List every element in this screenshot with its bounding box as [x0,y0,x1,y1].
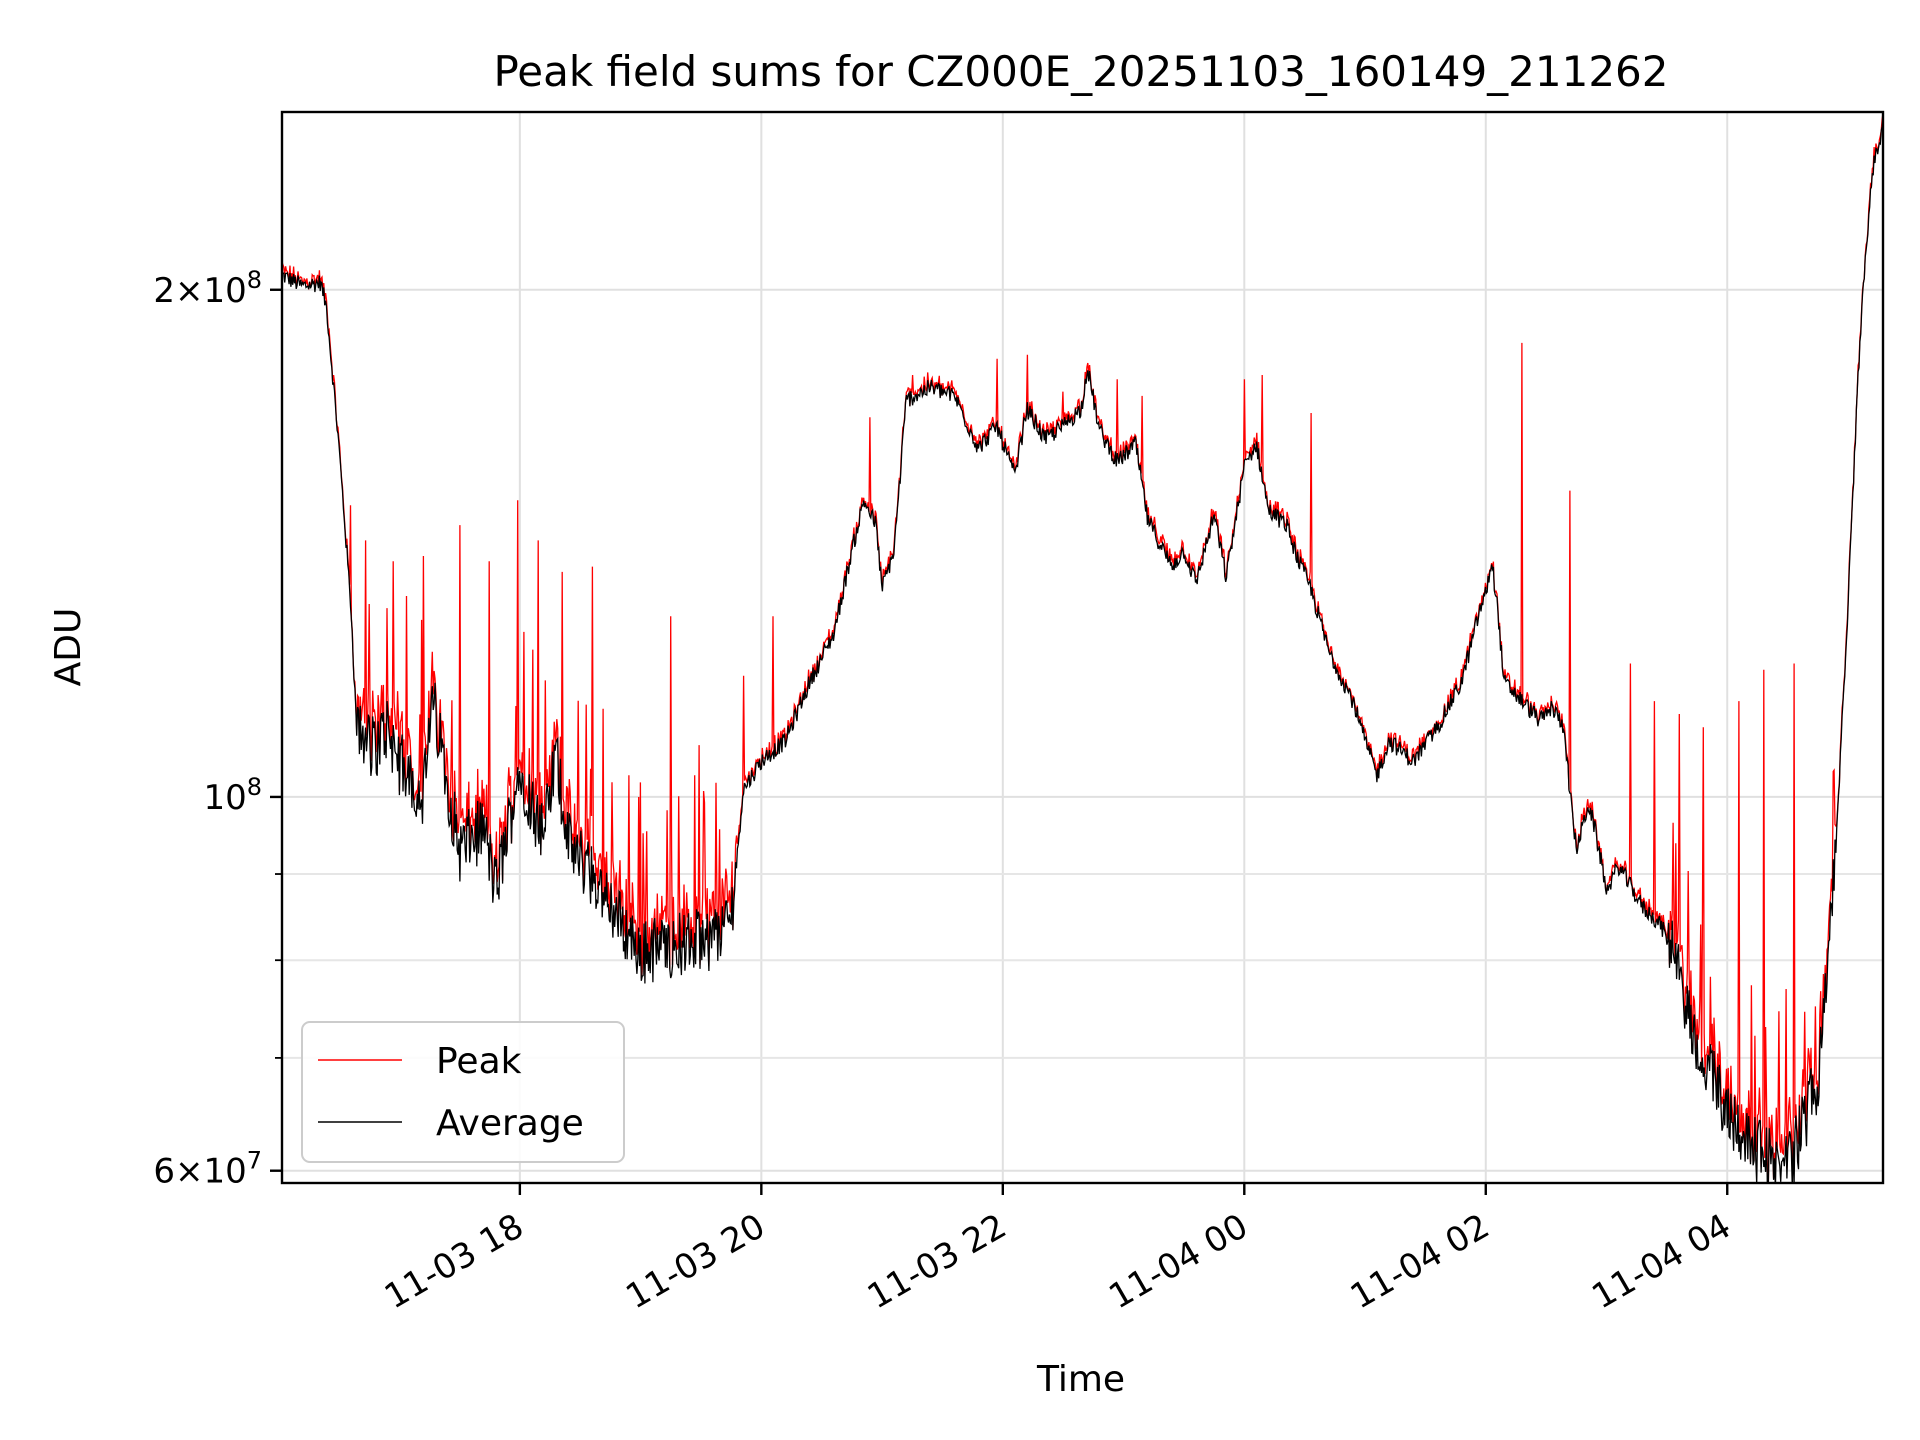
legend: Peak Average [301,1021,625,1163]
series-layer [282,113,1883,1183]
x-axis-label: Time [1036,1359,1125,1400]
y-tick-label: 6×107 [153,1147,262,1192]
legend-peak-label: Peak [436,1041,522,1082]
legend-box [301,1021,625,1163]
chart-title: Peak field sums for CZ000E_20251103_1601… [493,47,1668,96]
plot-frame [280,110,1885,1185]
grid-lines [282,112,1883,1183]
y-axis: 6×107 108 2×108 [153,266,282,1192]
y-tick-label: 108 [203,773,262,818]
series-average-line [282,117,1883,1183]
legend-average-label: Average [436,1103,584,1144]
y-tick-label: 2×108 [153,266,262,311]
y-axis-label: ADU [48,608,89,687]
